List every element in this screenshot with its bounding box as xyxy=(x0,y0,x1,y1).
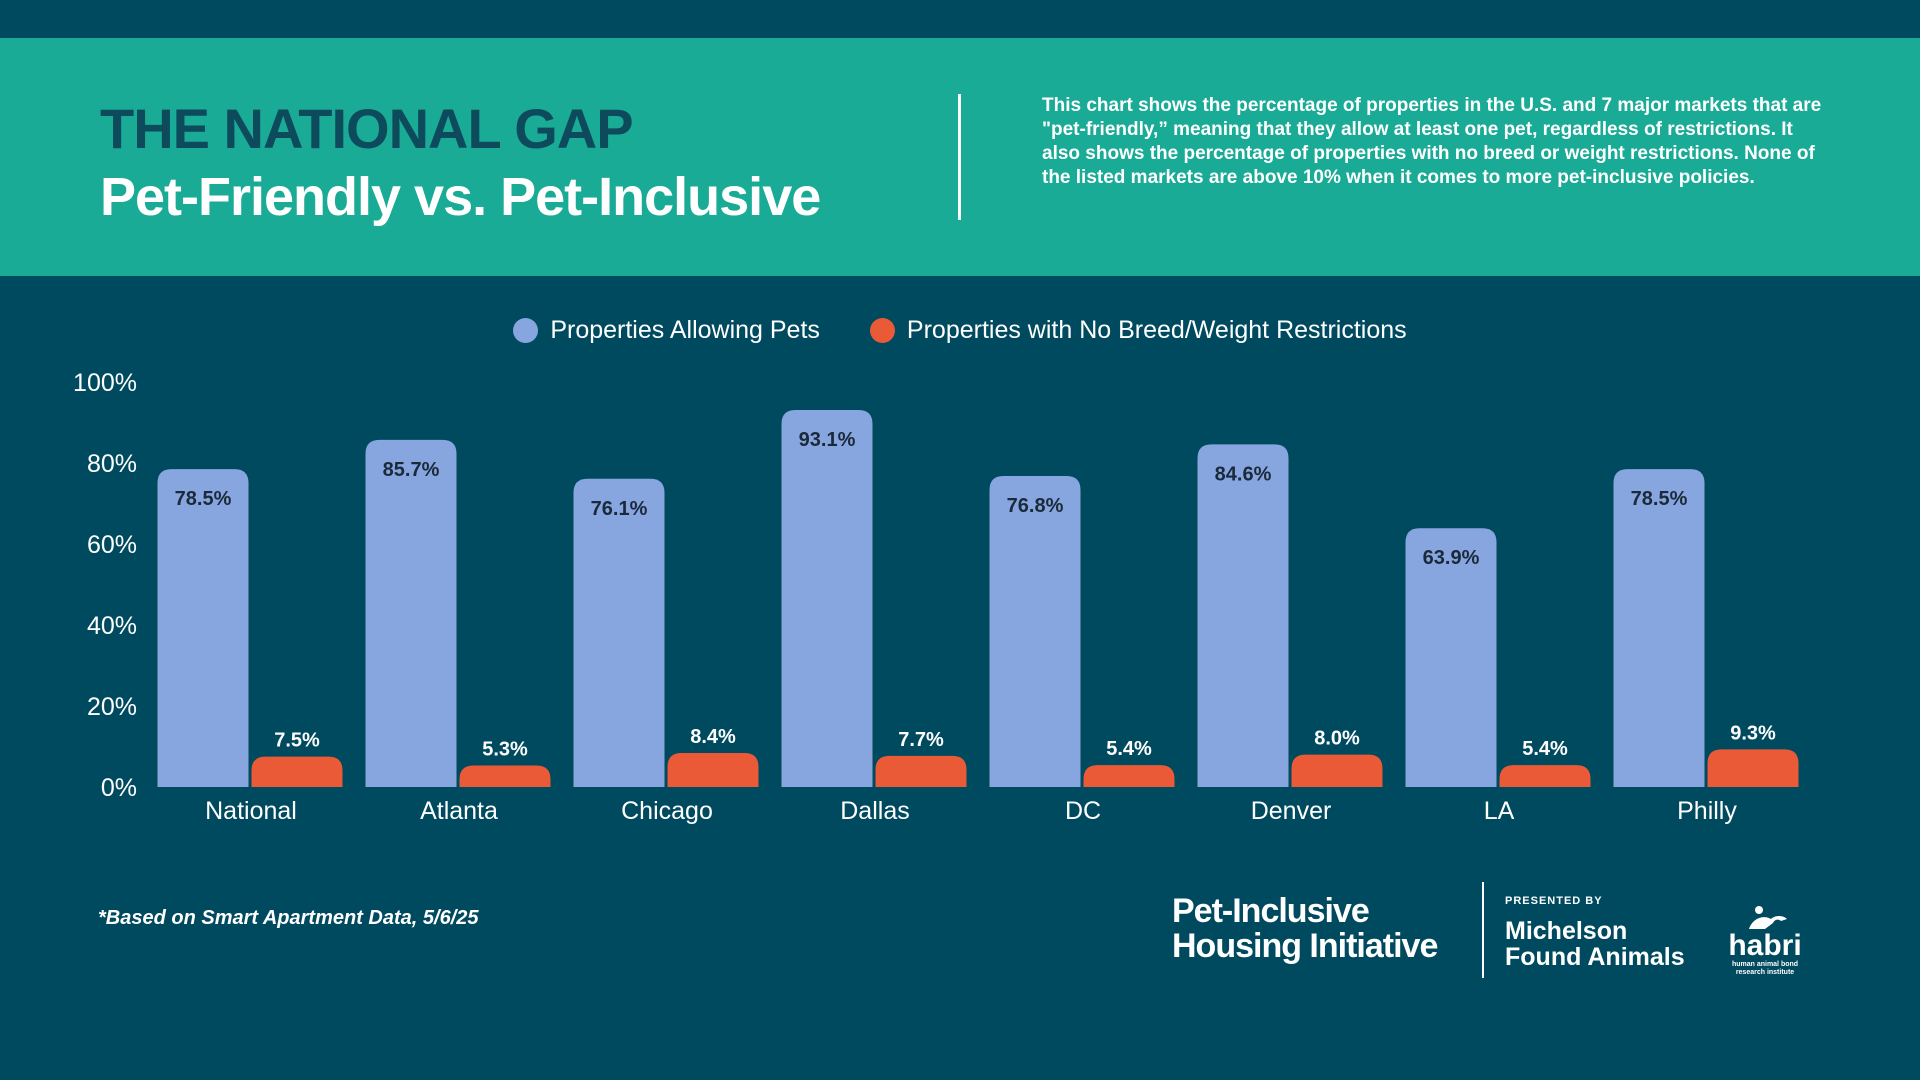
bar-no-restrictions xyxy=(459,765,551,787)
header-divider xyxy=(958,94,961,220)
x-tick-label: National xyxy=(205,797,297,825)
partner-line-2: Found Animals xyxy=(1505,943,1685,971)
pihi-logo-line-1: Pet-Inclusive xyxy=(1172,892,1370,930)
pihi-logo-line-2: Housing Initiative xyxy=(1172,927,1438,965)
data-label: 5.3% xyxy=(482,739,528,761)
presented-by-label: PRESENTED BY xyxy=(1505,895,1603,907)
bar-no-restrictions xyxy=(251,756,343,787)
bar-allowing-pets xyxy=(781,409,873,787)
habri-logo: habri human animal bond research institu… xyxy=(1722,905,1808,977)
data-label: 9.3% xyxy=(1730,722,1776,744)
bar-chart: 0% 20% 40% 60% 80% 100% 78.5% 7.5% National 85.7%… xyxy=(73,369,1799,825)
data-label: 93.1% xyxy=(799,429,856,451)
data-label: 85.7% xyxy=(383,459,440,481)
y-tick-label: 80% xyxy=(87,450,137,478)
data-label: 78.5% xyxy=(175,488,232,510)
bar-allowing-pets xyxy=(989,475,1081,787)
data-label: 84.6% xyxy=(1215,463,1272,485)
bar-no-restrictions xyxy=(1291,754,1383,787)
data-label: 76.1% xyxy=(591,498,648,520)
y-tick-label: 60% xyxy=(87,531,137,559)
x-tick-label: Philly xyxy=(1677,797,1737,825)
bar-no-restrictions xyxy=(875,755,967,787)
data-label: 8.4% xyxy=(690,726,736,748)
bar-allowing-pets xyxy=(1405,528,1497,787)
bar-no-restrictions xyxy=(667,752,759,787)
legend-item-allowing-pets: Properties Allowing Pets xyxy=(513,316,820,345)
bar-allowing-pets xyxy=(365,439,457,787)
data-source-footnote: *Based on Smart Apartment Data, 5/6/25 xyxy=(98,907,479,929)
page-subtitle: Pet-Friendly vs. Pet-Inclusive xyxy=(100,167,821,227)
data-label: 5.4% xyxy=(1522,738,1568,760)
footer-divider xyxy=(1482,882,1484,978)
habri-wordmark: habri xyxy=(1728,929,1802,962)
data-label: 5.4% xyxy=(1106,738,1152,760)
page-title: THE NATIONAL GAP xyxy=(100,97,634,160)
michelson-found-animals-logo: Michelson Found Animals xyxy=(1505,918,1685,970)
y-tick-label: 20% xyxy=(87,693,137,721)
legend-item-no-restrictions: Properties with No Breed/Weight Restrict… xyxy=(869,316,1407,345)
x-tick-label: Denver xyxy=(1251,797,1332,825)
y-tick-label: 0% xyxy=(101,774,137,802)
y-tick-label: 40% xyxy=(87,612,137,640)
data-label: 7.5% xyxy=(274,730,320,752)
pihi-logo: Pet-Inclusive Housing Initiative xyxy=(1172,894,1472,964)
data-label: 78.5% xyxy=(1631,488,1688,510)
bar-no-restrictions xyxy=(1083,765,1175,787)
y-tick-label: 100% xyxy=(73,369,137,397)
data-label: 8.0% xyxy=(1314,728,1360,750)
x-tick-label: Atlanta xyxy=(420,797,498,825)
x-tick-label: Dallas xyxy=(840,797,909,825)
legend-swatch-allowing-pets xyxy=(513,318,539,343)
bar-allowing-pets xyxy=(573,478,665,787)
x-tick-label: Chicago xyxy=(621,797,713,825)
chart-legend: Properties Allowing Pets Properties with… xyxy=(0,316,1920,345)
chart-description: This chart shows the percentage of prope… xyxy=(1042,95,1822,188)
x-tick-label: LA xyxy=(1484,797,1515,825)
legend-label-allowing-pets: Properties Allowing Pets xyxy=(550,316,820,344)
x-tick-label: DC xyxy=(1065,797,1101,825)
data-label: 7.7% xyxy=(898,729,944,751)
habri-figure-icon xyxy=(1749,906,1787,929)
bar-no-restrictions xyxy=(1499,765,1591,787)
legend-swatch-no-restrictions xyxy=(869,318,895,343)
bar-no-restrictions xyxy=(1707,749,1799,787)
partner-line-1: Michelson xyxy=(1505,917,1628,945)
bar-allowing-pets xyxy=(1197,444,1289,787)
habri-tagline-1: human animal bond xyxy=(1731,961,1799,968)
data-label: 63.9% xyxy=(1423,547,1480,569)
legend-label-no-restrictions: Properties with No Breed/Weight Restrict… xyxy=(906,316,1407,344)
bar-allowing-pets xyxy=(157,469,249,787)
data-label: 76.8% xyxy=(1007,495,1064,517)
habri-tagline-2: research institute xyxy=(1735,969,1795,976)
bar-allowing-pets xyxy=(1613,469,1705,787)
